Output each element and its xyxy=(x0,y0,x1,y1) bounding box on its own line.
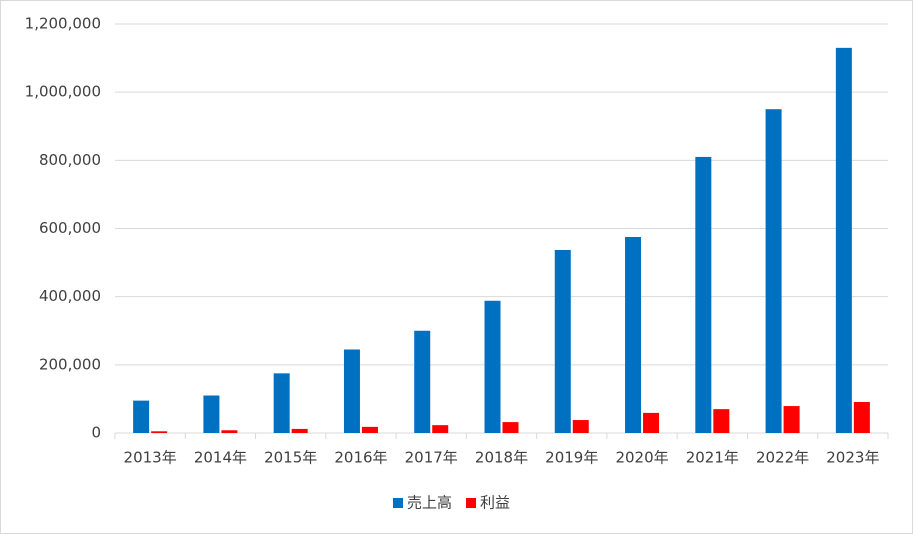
bar xyxy=(432,425,449,433)
bar xyxy=(502,422,519,433)
x-tick-label: 2021年 xyxy=(686,449,739,467)
bar xyxy=(273,373,290,433)
x-tick-label: 2014年 xyxy=(194,449,247,467)
bar xyxy=(625,237,642,433)
legend-label: 利益 xyxy=(480,494,510,512)
bar xyxy=(713,409,730,433)
y-tick-label: 600,000 xyxy=(39,219,101,237)
bar xyxy=(853,401,870,433)
y-tick-label: 400,000 xyxy=(39,287,101,305)
legend-swatch xyxy=(393,498,403,508)
legend-label: 売上高 xyxy=(407,494,452,512)
bar xyxy=(221,430,238,433)
bar xyxy=(291,428,308,433)
x-tick-label: 2015年 xyxy=(264,449,317,467)
y-tick-label: 1,200,000 xyxy=(25,15,101,33)
legend-swatch xyxy=(466,498,477,508)
bar xyxy=(361,426,378,433)
x-tick-label: 2019年 xyxy=(545,449,598,467)
bar xyxy=(151,431,168,433)
x-tick-label: 2020年 xyxy=(615,449,668,467)
bar xyxy=(695,156,712,434)
y-tick-label: 800,000 xyxy=(39,151,101,169)
bar xyxy=(835,47,852,433)
x-tick-label: 2022年 xyxy=(756,449,809,467)
x-tick-label: 2016年 xyxy=(334,449,387,467)
bar xyxy=(343,349,360,433)
x-tick-label: 2023年 xyxy=(826,449,879,467)
bar xyxy=(203,395,220,433)
x-tick-label: 2017年 xyxy=(405,449,458,467)
y-tick-label: 1,000,000 xyxy=(25,83,101,101)
y-tick-label: 0 xyxy=(91,424,101,442)
x-tick-label: 2018年 xyxy=(475,449,528,467)
bar xyxy=(765,109,782,433)
bar xyxy=(554,249,571,433)
y-tick-label: 200,000 xyxy=(39,355,101,373)
bar xyxy=(783,406,800,433)
bar xyxy=(133,400,150,433)
x-tick-label: 2013年 xyxy=(124,449,177,467)
bar xyxy=(414,330,431,433)
bar xyxy=(572,420,589,433)
bar xyxy=(484,300,501,433)
bar xyxy=(643,412,660,433)
